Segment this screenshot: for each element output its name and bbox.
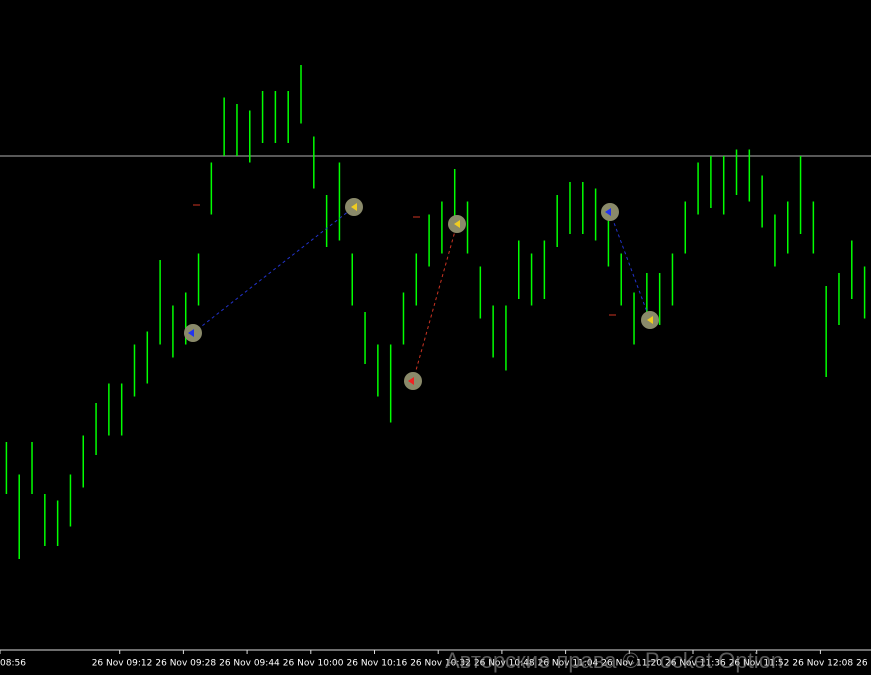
- time-label: 26 Nov 12:24: [856, 659, 871, 669]
- time-label: 26 Nov 10:48: [474, 659, 535, 669]
- trade-markers: [184, 198, 659, 390]
- arrow: [351, 203, 357, 211]
- time-label: 26 Nov 09:12: [92, 659, 153, 669]
- time-label: 26 Nov 09:44: [219, 659, 280, 669]
- trade-line: [609, 211, 651, 321]
- trade-line: [192, 206, 355, 334]
- arrow: [605, 208, 611, 216]
- arrow: [408, 377, 414, 385]
- watermark: Авторские права © Pocket Option: [445, 648, 783, 673]
- time-label: 26 Nov 09:28: [155, 659, 216, 669]
- time-label: 26 Nov 11:52: [729, 659, 790, 669]
- arrow: [454, 220, 460, 228]
- time-label: 08:56: [0, 659, 26, 669]
- time-label: 26 Nov 10:32: [410, 659, 471, 669]
- time-label: 26 Nov 10:00: [283, 659, 344, 669]
- time-labels: 08:56 26 Nov 09:12 26 Nov 09:28 26 Nov 09:4…: [0, 650, 871, 669]
- time-label: 26 Nov 11:20: [601, 659, 662, 669]
- time-label: 26 Nov 12:08: [792, 659, 853, 669]
- time-label: 26 Nov 10:16: [347, 659, 408, 669]
- arrow: [647, 316, 653, 324]
- arrow: [188, 329, 194, 337]
- time-label: 26 Nov 11:04: [538, 659, 599, 669]
- time-label: 26 Nov 11:36: [665, 659, 726, 669]
- bars: [0, 65, 871, 559]
